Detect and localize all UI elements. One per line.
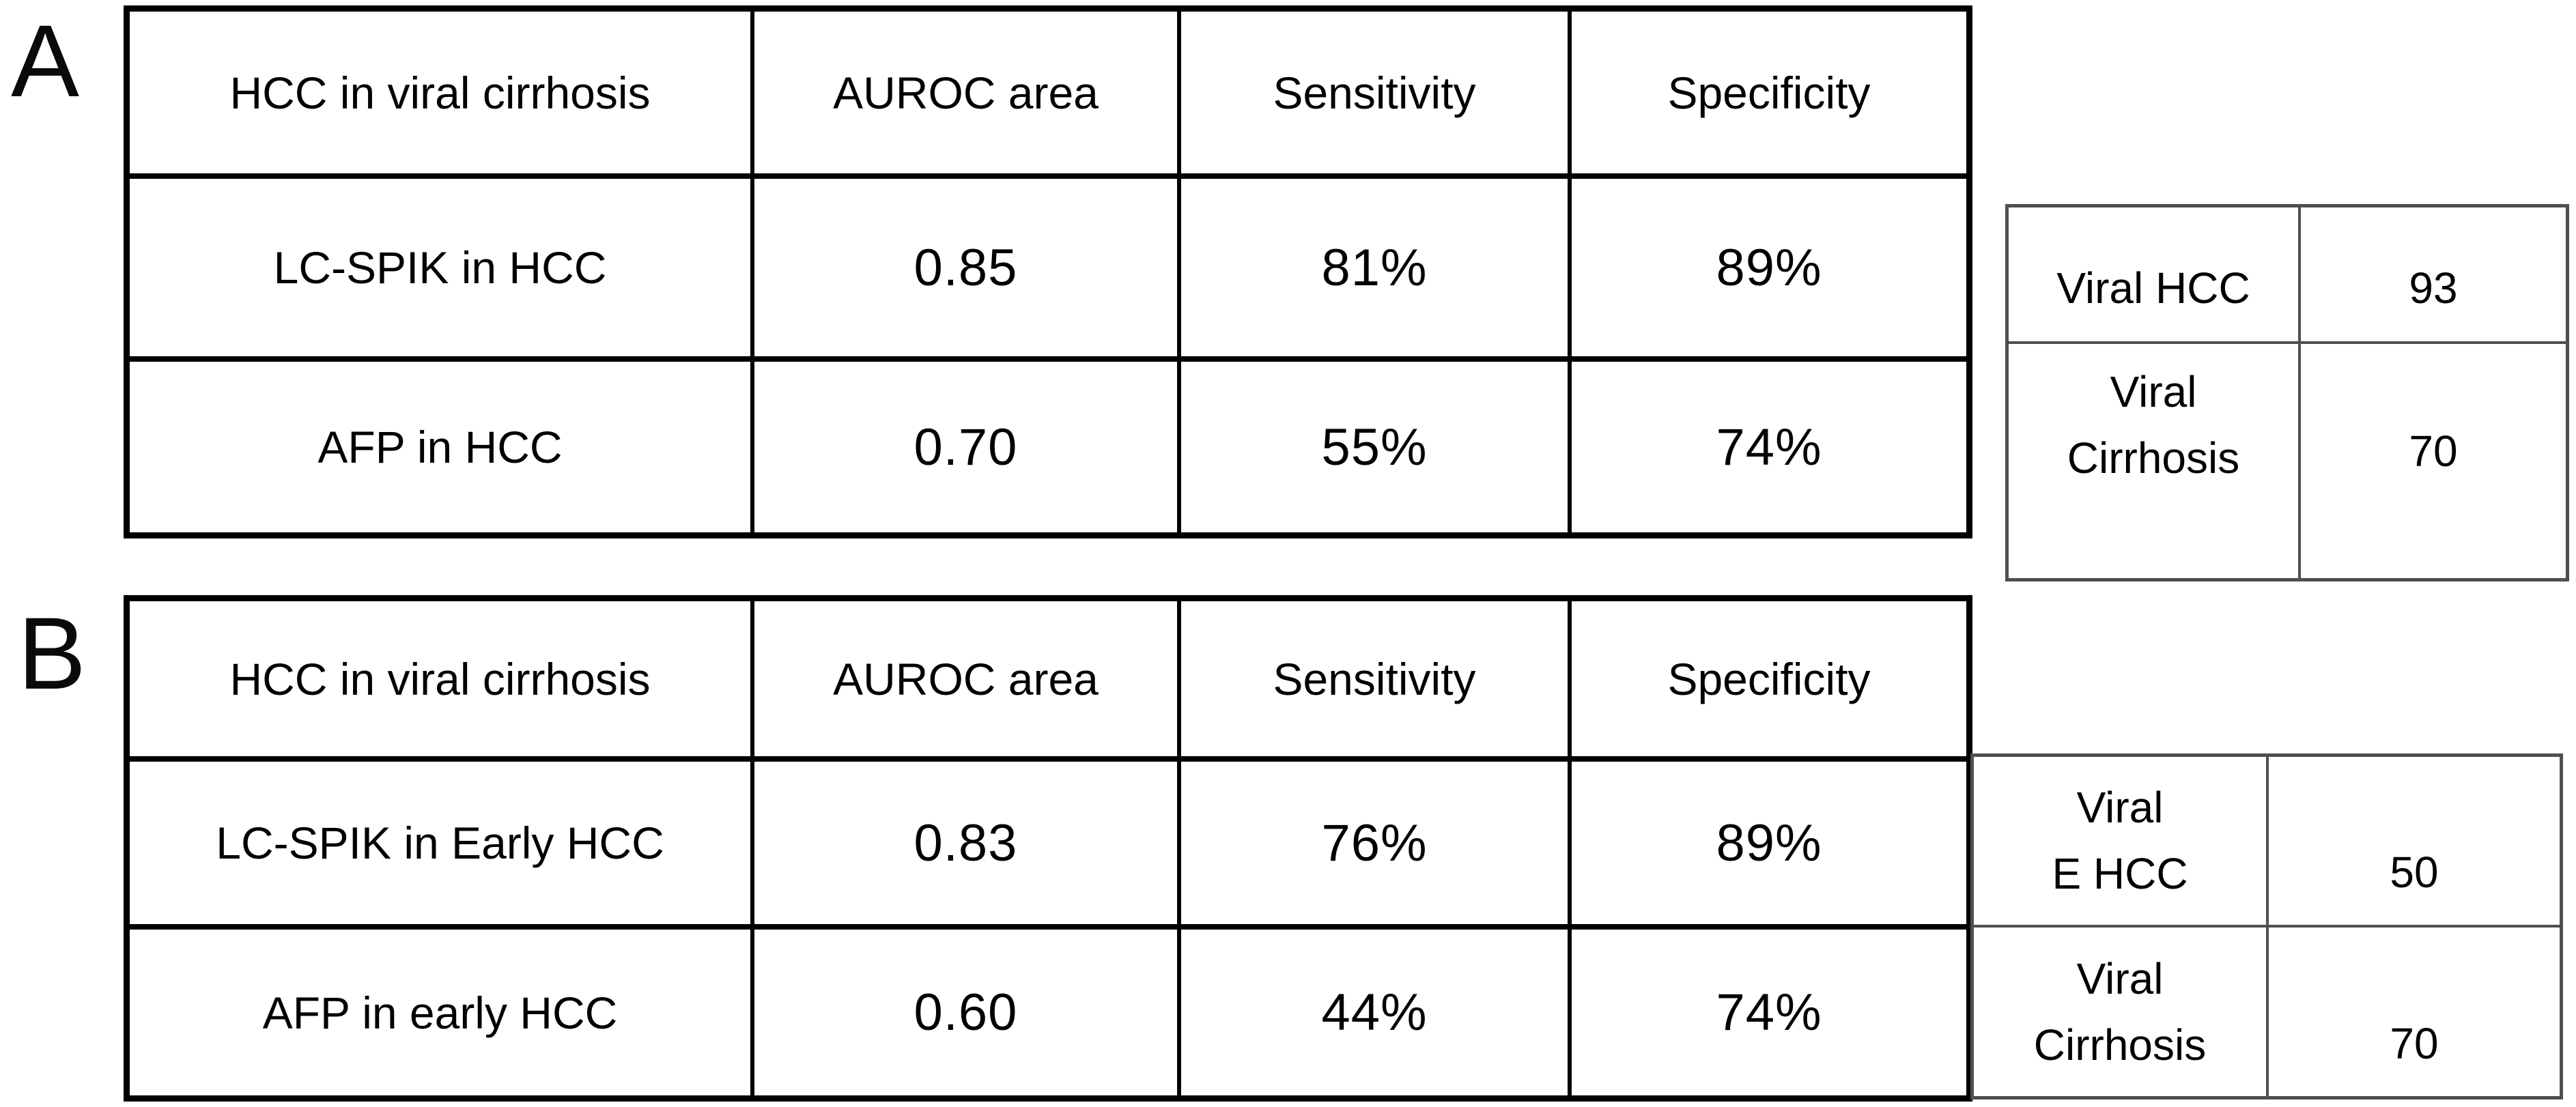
- panel-a-header-study: HCC in viral cirrhosis: [130, 12, 754, 179]
- cohort-count: 50: [2390, 848, 2439, 897]
- panel-b-cohort-row1-count: 50: [2269, 757, 2560, 928]
- panel-b-cohort-table: Viral E HCC 50 Viral Cirrhosis 70: [1970, 753, 2563, 1099]
- panel-a-cohort-row2-count: 70: [2301, 344, 2566, 578]
- panel-b-header-auroc: AUROC area: [754, 601, 1181, 762]
- panel-b-row2-sensitivity: 44%: [1181, 930, 1572, 1095]
- panel-b-cohort-row1-label: Viral E HCC: [1974, 757, 2269, 928]
- panel-a-row1-specificity: 89%: [1572, 179, 1966, 362]
- cohort-label-line: Viral: [2076, 783, 2164, 832]
- panel-b-row2-specificity: 74%: [1572, 930, 1966, 1095]
- panel-b-metrics-table: HCC in viral cirrhosis AUROC area Sensit…: [124, 595, 1972, 1102]
- panel-b-header-sensitivity: Sensitivity: [1181, 601, 1572, 762]
- panel-b-row1-name: LC-SPIK in Early HCC: [130, 762, 754, 930]
- cohort-label-line: Viral: [2076, 953, 2164, 1003]
- panel-b-row1-specificity: 89%: [1572, 762, 1966, 930]
- panel-a-label: A: [11, 3, 79, 118]
- panel-a-cohort-row2-label: Viral Cirrhosis: [2009, 344, 2301, 578]
- panel-b-header-study: HCC in viral cirrhosis: [130, 601, 754, 762]
- panel-b-row1-auroc: 0.83: [754, 762, 1181, 930]
- cohort-label-line: Viral HCC: [2056, 263, 2250, 313]
- panel-a-cohort-table: Viral HCC 93 Viral Cirrhosis 70: [2005, 204, 2569, 581]
- panel-a-header-auroc: AUROC area: [754, 12, 1181, 179]
- cohort-label-line: Cirrhosis: [2033, 1020, 2207, 1069]
- panel-b-row2-name: AFP in early HCC: [130, 930, 754, 1095]
- panel-a-metrics-table: HCC in viral cirrhosis AUROC area Sensit…: [124, 5, 1972, 538]
- panel-a-cohort-row1-count: 93: [2301, 207, 2566, 344]
- cohort-label-line: Viral: [2110, 367, 2197, 416]
- cohort-label-line: Cirrhosis: [2067, 433, 2240, 483]
- panel-b-label: B: [18, 596, 86, 710]
- panel-b-cohort-row2-count: 70: [2269, 928, 2560, 1096]
- cohort-label-line: E HCC: [2052, 849, 2188, 898]
- panel-a-row1-sensitivity: 81%: [1181, 179, 1572, 362]
- panel-a-header-sensitivity: Sensitivity: [1181, 12, 1572, 179]
- panel-a-row2-name: AFP in HCC: [130, 362, 754, 532]
- panel-b-row2-auroc: 0.60: [754, 930, 1181, 1095]
- cohort-count: 70: [2390, 1018, 2439, 1068]
- cohort-count: 93: [2409, 263, 2458, 313]
- cohort-count: 70: [2409, 427, 2458, 476]
- panel-a-row2-auroc: 0.70: [754, 362, 1181, 532]
- panel-a-cohort-row1-label: Viral HCC: [2009, 207, 2301, 344]
- panel-a-row2-sensitivity: 55%: [1181, 362, 1572, 532]
- panel-b-row1-sensitivity: 76%: [1181, 762, 1572, 930]
- panel-a-row1-auroc: 0.85: [754, 179, 1181, 362]
- panel-a-row1-name: LC-SPIK in HCC: [130, 179, 754, 362]
- panel-b-cohort-row2-label: Viral Cirrhosis: [1974, 928, 2269, 1096]
- panel-a-row2-specificity: 74%: [1572, 362, 1966, 532]
- panel-b-header-specificity: Specificity: [1572, 601, 1966, 762]
- panel-a-header-specificity: Specificity: [1572, 12, 1966, 179]
